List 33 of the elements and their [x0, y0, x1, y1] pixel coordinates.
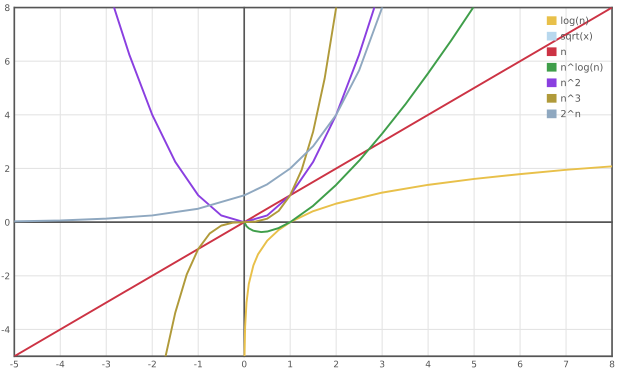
x-tick-label: -5 [10, 360, 18, 368]
legend-label: n [561, 50, 566, 56]
x-tick-label: -4 [56, 360, 64, 368]
x-tick-label: -2 [148, 360, 156, 368]
x-tick-label: 4 [426, 360, 430, 368]
y-tick-label: 6 [5, 58, 10, 65]
y-tick-label: 2 [5, 165, 10, 172]
y-tick-label: 8 [5, 4, 10, 12]
legend-label: log(n) [561, 16, 588, 26]
y-tick-label: -4 [2, 326, 10, 333]
x-tick-label: 3 [380, 360, 384, 368]
y-tick-label: 0 [4, 218, 10, 226]
line-series [244, 165, 612, 356]
x-tick-label: 8 [610, 360, 614, 368]
x-tick-label: -1 [194, 360, 202, 368]
line-series [243, 8, 474, 234]
x-tick-label: 2 [334, 360, 338, 368]
legend-label: 2^n [561, 110, 580, 118]
x-tick-label: 5 [472, 360, 476, 368]
x-tick-label: -3 [102, 360, 110, 368]
legend-label: n^log(n) [561, 63, 602, 73]
line-series [14, 8, 384, 222]
line-series [164, 8, 338, 356]
y-tick-label: -2 [2, 272, 10, 280]
legend-label: sqrt(x) [560, 32, 592, 42]
y-tick-label: 4 [4, 112, 10, 118]
x-tick-label: 0 [242, 360, 246, 368]
x-tick-label: 1 [288, 360, 292, 368]
legend-label: n^2 [561, 78, 580, 86]
x-tick-label: 7 [564, 360, 568, 368]
legend-label: n^3 [561, 94, 580, 102]
x-tick-label: 6 [518, 360, 522, 368]
line-series [113, 8, 376, 224]
